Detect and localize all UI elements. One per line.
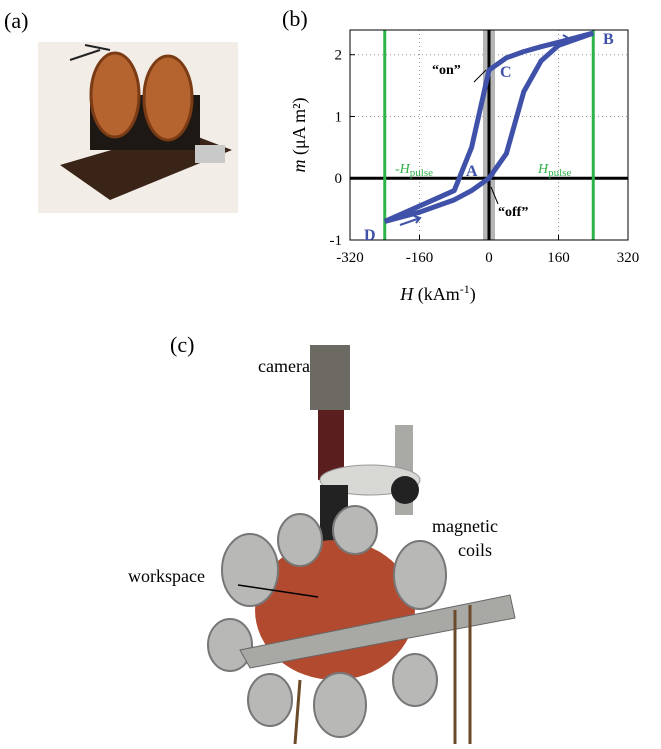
y-tick-label: 0 bbox=[335, 171, 343, 187]
photo-label: camera bbox=[258, 356, 310, 376]
x-tick-label: 0 bbox=[485, 250, 493, 266]
photo-label: workspace bbox=[128, 566, 205, 586]
y-label-unit: (μA m²) bbox=[289, 97, 310, 155]
x-tick-label: -160 bbox=[406, 250, 434, 266]
x-label-symbol: H bbox=[399, 284, 414, 304]
annotation: B bbox=[603, 31, 614, 48]
pulse-sub: pulse bbox=[410, 167, 433, 179]
annotation: D bbox=[364, 227, 376, 244]
plot: -320 -160 0 160 320 -1 0 1 2 bbox=[330, 30, 640, 266]
y-axis-label: m (μA m²) bbox=[289, 97, 310, 172]
x-label-close: ) bbox=[470, 284, 476, 305]
x-tick-label: 320 bbox=[617, 250, 640, 266]
photo-label: magnetic bbox=[432, 516, 498, 536]
figure: (a) (b) (c) camera ma bbox=[0, 0, 661, 744]
panel-label: (a) bbox=[4, 8, 28, 33]
panel-label: (b) bbox=[282, 6, 308, 31]
pulse-symbol: -H bbox=[395, 162, 411, 177]
panel-label: (c) bbox=[170, 332, 194, 357]
annotation: “on” bbox=[432, 63, 461, 78]
x-label-unit: (kAm bbox=[418, 284, 460, 305]
annotation: “off” bbox=[498, 205, 528, 220]
y-tick-label: 1 bbox=[335, 109, 343, 125]
x-axis-label: H (kAm-1) bbox=[399, 282, 476, 305]
photo-label: coils bbox=[458, 540, 492, 560]
y-label-symbol: m bbox=[289, 160, 309, 173]
x-tick-label: 160 bbox=[547, 250, 570, 266]
y-tick-label: 2 bbox=[335, 48, 343, 64]
photo-a bbox=[38, 42, 238, 213]
annotation: C bbox=[500, 64, 512, 81]
x-label-exp: -1 bbox=[460, 282, 470, 296]
annotation: A bbox=[466, 163, 478, 180]
y-tick-label: -1 bbox=[330, 233, 343, 249]
pulse-sub: pulse bbox=[548, 167, 571, 179]
x-tick-label: -320 bbox=[336, 250, 364, 266]
